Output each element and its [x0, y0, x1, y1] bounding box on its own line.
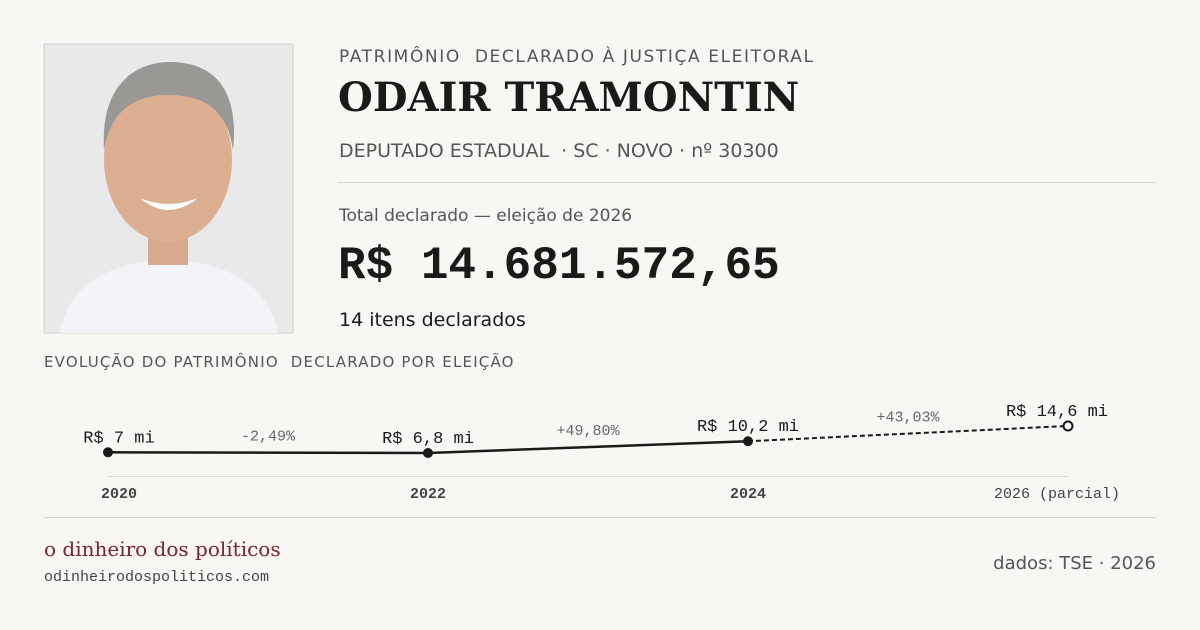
change-label: +49,80% [556, 423, 620, 440]
value-label: R$ 7 mi [83, 429, 154, 448]
x-tick-label: 2024 [730, 486, 766, 503]
items-count: 14 itens declarados [339, 309, 526, 331]
x-tick-label: 2026 (parcial) [994, 486, 1120, 503]
brand: o dinheiro dos políticos [44, 537, 281, 561]
photo-shirt [60, 258, 278, 333]
value-label: R$ 10,2 mi [697, 418, 799, 437]
kicker: PATRIMÔNIO DECLARADO À JUSTIÇA ELEITORAL [339, 45, 815, 67]
value-label: R$ 14,6 mi [1006, 403, 1108, 422]
photo-face [104, 78, 232, 242]
total-amount: R$ 14.681.572,65 [338, 240, 780, 292]
change-label: -2,49% [241, 429, 296, 446]
point [1062, 420, 1074, 432]
site: odinheirodospoliticos.com [44, 569, 269, 586]
total-label: Total declarado — eleição de 2026 [338, 206, 632, 226]
value-label: R$ 6,8 mi [382, 430, 474, 449]
chart-title: EVOLUÇÃO DO PATRIMÔNIO DECLARADO POR ELE… [44, 352, 515, 371]
chart: -2,49% +49,80% +43,03% R$ 7 mi 2020 R$ 6,8 mi… [83, 403, 1120, 503]
point [103, 447, 113, 458]
x-tick-label: 2020 [101, 486, 137, 503]
photo-smile [140, 198, 198, 210]
x-tick-label: 2022 [410, 486, 446, 503]
point [743, 436, 753, 447]
change-label: +43,03% [876, 410, 940, 427]
candidate-role: DEPUTADO ESTADUAL · SC · NOVO · nº 30300 [339, 140, 779, 162]
photo-hair [103, 62, 235, 150]
photo [43, 43, 294, 334]
source: dados: TSE · 2026 [993, 553, 1156, 574]
point [423, 448, 433, 458]
candidate-name: ODAIR TRAMONTIN [338, 74, 799, 121]
line-partial [747, 425, 1069, 443]
